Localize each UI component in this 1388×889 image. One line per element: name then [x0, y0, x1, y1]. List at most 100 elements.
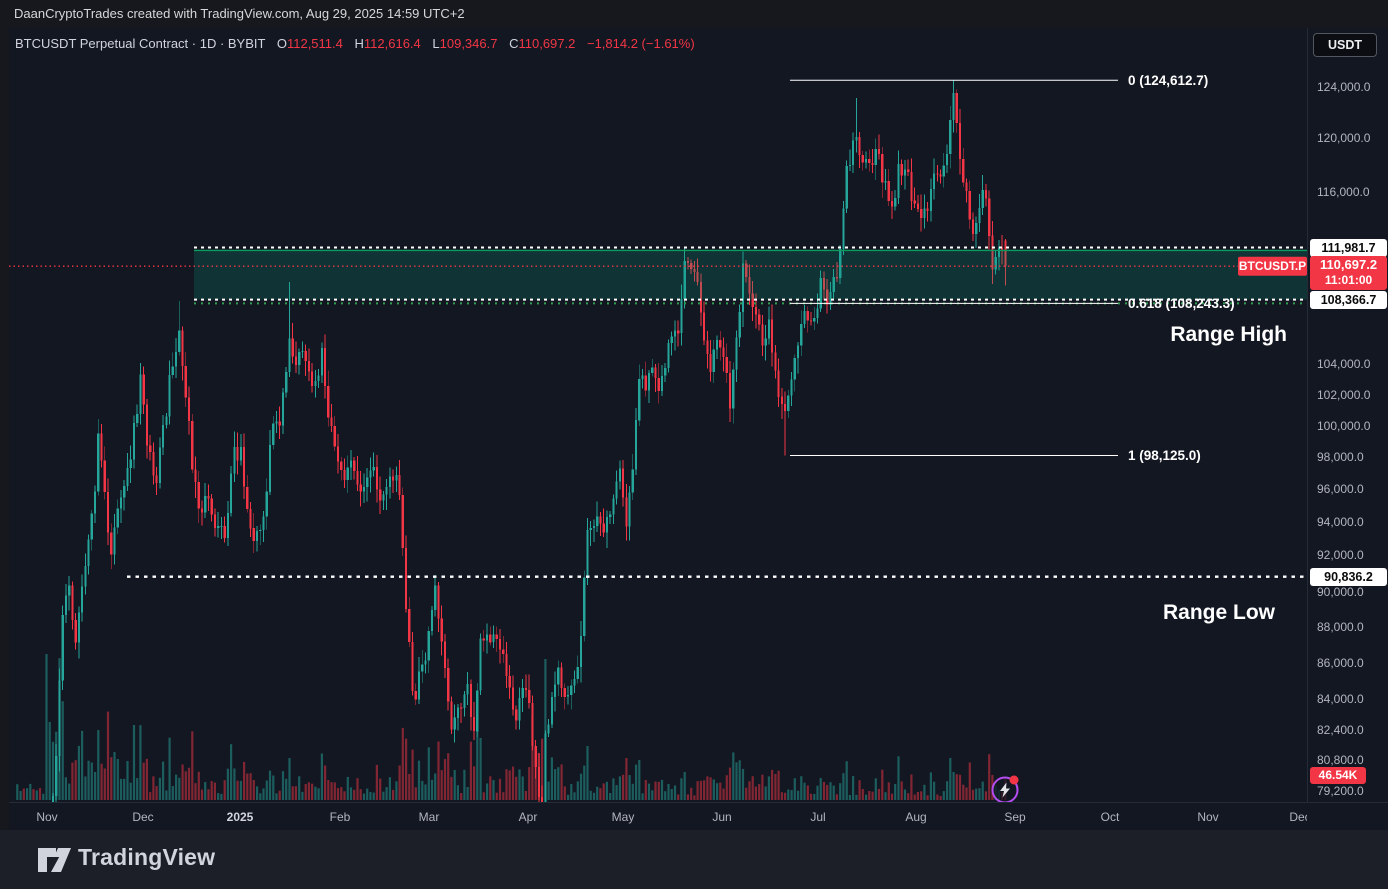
symbol-legend[interactable]: BTCUSDT Perpetual Contract · 1D · BYBIT …: [15, 34, 695, 54]
volume-bar: [42, 793, 45, 800]
brand-name[interactable]: TradingView: [78, 844, 216, 870]
candle-body: [677, 330, 680, 334]
candle-body: [304, 351, 307, 361]
volume-bar: [256, 786, 259, 800]
volume-bar: [767, 776, 770, 800]
candle-body: [716, 339, 719, 350]
candle-body: [119, 497, 123, 509]
volume-bar: [628, 775, 631, 800]
candle-body: [994, 257, 997, 270]
candle-body: [103, 460, 106, 493]
volume-bar: [664, 791, 667, 800]
volume-bar: [816, 785, 819, 800]
candle-body: [754, 307, 757, 315]
chart-plot-area[interactable]: 0 (124,612.7) 0.618 (108,243.3) 1 (98,125.…: [9, 28, 1307, 802]
candle-body: [375, 466, 378, 490]
volume-bar: [191, 731, 194, 800]
candle-body: [722, 347, 725, 358]
volume-bar: [197, 771, 200, 800]
candle-body: [301, 351, 304, 352]
time-axis-labels: Nov Dec 2025 Feb Mar Apr May Jun Jul Aug Sep Oct Nov…: [9, 803, 1307, 831]
volume-bar: [230, 744, 233, 800]
price-axis[interactable]: USDT 124,000.0 120,000.0 116,000.0 104,000.…: [1307, 28, 1388, 802]
volume-bar: [45, 654, 48, 800]
candle-body: [521, 688, 524, 698]
volume-bar: [217, 793, 220, 800]
candle-body: [978, 207, 981, 223]
tradingview-logo-icon[interactable]: [38, 846, 72, 874]
volume-bar: [492, 780, 495, 800]
volume-bar: [894, 784, 897, 800]
candle-wick: [525, 674, 527, 698]
candle-body: [233, 447, 236, 474]
candle-body: [631, 469, 634, 493]
volume-bar: [330, 782, 333, 800]
volume-bar: [913, 794, 916, 800]
candle-body: [913, 200, 916, 204]
volume-bar: [84, 776, 87, 800]
candle-body: [809, 320, 813, 322]
candle-body: [524, 688, 527, 690]
volume-bar: [158, 777, 161, 800]
volume-bar: [722, 788, 725, 800]
volume-bar: [382, 791, 385, 800]
volume-bar: [657, 781, 660, 800]
price-tick-label: 82,400.0: [1317, 723, 1364, 737]
candle-body: [664, 368, 667, 376]
volume-bar: [155, 786, 158, 800]
candle-body: [602, 523, 605, 533]
volume-bar: [168, 737, 171, 800]
volume-bar: [421, 780, 424, 800]
candle-body: [175, 351, 178, 367]
volume-bar: [874, 778, 877, 800]
candle-body: [388, 476, 391, 488]
candle-body: [55, 756, 58, 797]
volume-bar: [204, 782, 207, 800]
volume-bar: [745, 787, 748, 800]
candle-body: [916, 203, 919, 209]
candle-body: [466, 684, 469, 695]
volume-bar: [615, 785, 618, 800]
time-tick-label: Oct: [1100, 810, 1120, 824]
time-tick-label: Dec: [1289, 810, 1307, 824]
candle-body: [848, 165, 851, 167]
volume-bar: [706, 776, 709, 800]
volume-bar: [962, 784, 965, 800]
candle-wick: [878, 134, 880, 160]
time-tick-label: Feb: [329, 810, 351, 824]
volume-bar: [463, 769, 466, 800]
candle-body: [680, 298, 683, 334]
candle-body: [152, 451, 155, 476]
time-axis[interactable]: Nov Dec 2025 Feb Mar Apr May Jun Jul Aug Sep Oct Nov…: [9, 802, 1388, 830]
volume-bar: [936, 794, 939, 800]
range-high-price-tag: 111,981.7: [1310, 239, 1387, 257]
candle-wick: [496, 626, 498, 652]
candle-body: [751, 293, 754, 308]
candle-wick: [836, 262, 838, 282]
candle-body: [719, 339, 722, 348]
candle-body: [359, 484, 362, 492]
volume-bar: [142, 762, 145, 800]
candlestick-chart[interactable]: 0 (124,612.7) 0.618 (108,243.3) 1 (98,125.…: [9, 28, 1307, 802]
volume-bar: [353, 789, 356, 800]
lightning-marker-icon[interactable]: [991, 775, 1019, 803]
volume-bar: [923, 784, 926, 800]
candle-body: [460, 707, 463, 709]
last-price-value: 110,697.2: [1319, 257, 1378, 272]
attribution-text: DaanCryptoTrades created with TradingVie…: [14, 6, 465, 21]
price-tick-label: 88,000.0: [1317, 620, 1364, 634]
volume-bar: [395, 781, 398, 800]
volume-bar: [858, 780, 861, 800]
candle-body: [777, 370, 780, 397]
volume-bar: [638, 760, 641, 800]
volume-bar: [780, 792, 783, 800]
volume-bar: [346, 776, 349, 800]
volume-bar: [978, 788, 981, 800]
volume-bar: [644, 780, 647, 800]
volume-bar: [683, 772, 686, 800]
candle-body: [430, 609, 434, 631]
volume-bar: [725, 775, 728, 800]
candle-body: [787, 395, 790, 411]
currency-button[interactable]: USDT: [1313, 33, 1377, 57]
candle-body: [469, 684, 472, 717]
